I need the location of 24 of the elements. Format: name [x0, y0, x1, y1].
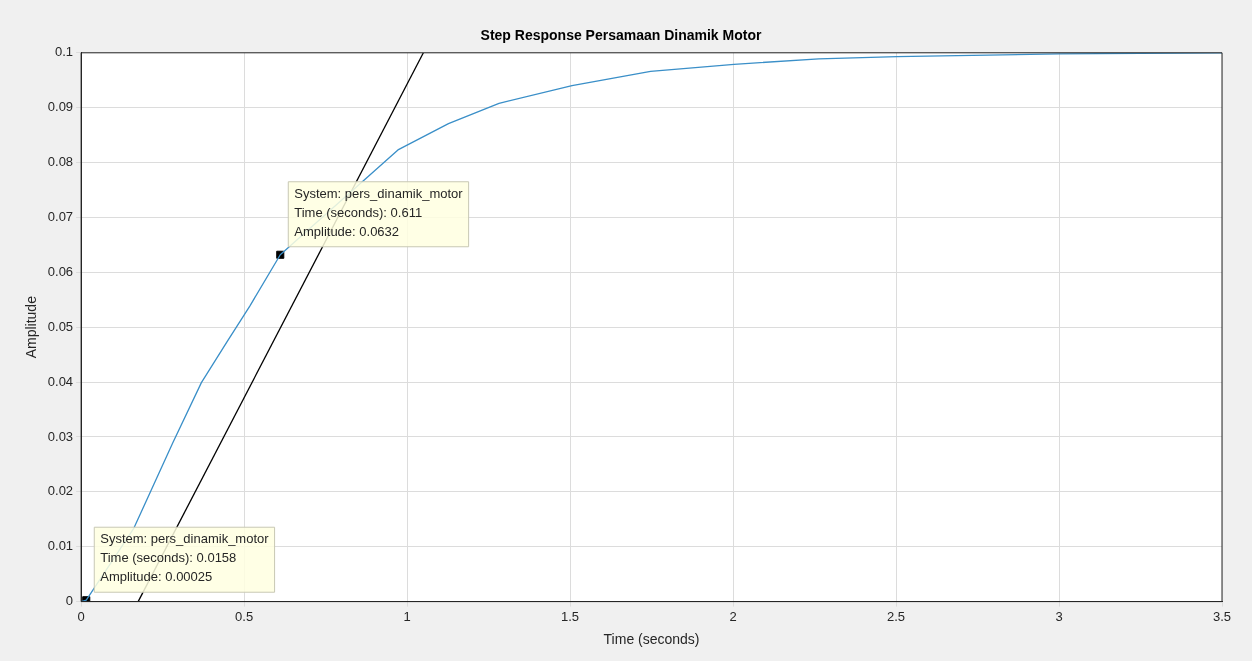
- x-tick-label: 3.5: [1212, 608, 1232, 624]
- x-tick-label: 0.5: [235, 608, 254, 624]
- chart-title: Step Response Persamaan Dinamik Motor: [480, 27, 762, 44]
- x-tick-label: 1: [403, 608, 411, 624]
- y-tick-label: 0.05: [47, 318, 74, 334]
- y-tick-label: 0.04: [47, 373, 74, 389]
- y-tick-label: 0.1: [55, 44, 74, 60]
- y-tick-label: 0: [65, 593, 74, 609]
- y-tick-label: 0.08: [47, 154, 74, 170]
- x-axis-title: Time (seconds): [603, 631, 700, 648]
- x-tick-label: 2.5: [886, 608, 906, 624]
- x-tick-label: 3: [1055, 608, 1063, 624]
- annotation: System: pers_dinamik_motor Time (seconds): 0.0158 Amplitude: 0.00025: [100, 531, 270, 585]
- y-axis-title: Amplitude: [23, 295, 40, 359]
- x-tick-label: 0: [77, 608, 85, 624]
- y-tick-label: 0.09: [47, 99, 74, 115]
- x-tick-label: 1.5: [561, 608, 580, 624]
- y-tick-label: 0.03: [47, 428, 74, 444]
- y-tick-label: 0.02: [47, 483, 74, 499]
- y-tick-label: 0.07: [47, 209, 74, 225]
- annotation: System: pers_dinamik_motor Time (seconds): 0.611 Amplitude: 0.0632: [294, 185, 464, 239]
- y-tick-label: 0.01: [47, 538, 74, 554]
- y-tick-label: 0.06: [47, 263, 74, 279]
- x-tick-label: 2: [729, 608, 737, 624]
